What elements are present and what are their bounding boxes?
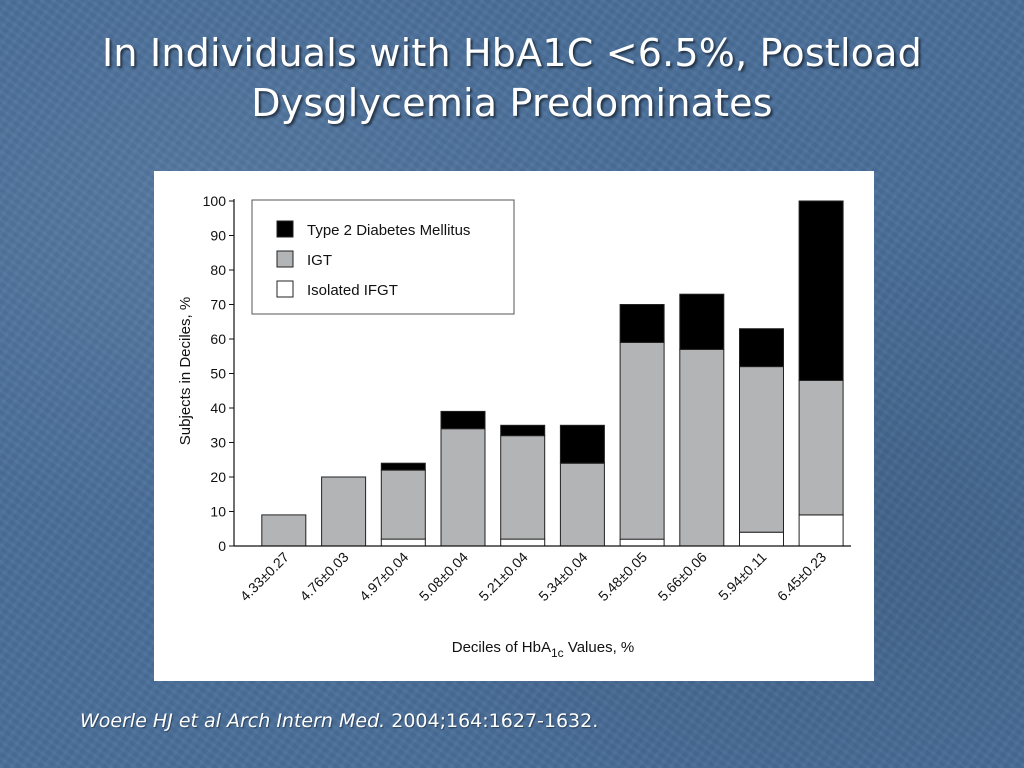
y-tick-label: 70 (210, 297, 226, 313)
legend: Type 2 Diabetes Mellitus IGT Isolated IFGT (251, 199, 515, 315)
x-axis-label: Deciles of HbA1c Values, % (452, 639, 635, 660)
slide-title: In Individuals with HbA1C <6.5%, Postloa… (40, 28, 984, 128)
slide-title-line-2: Dysglycemia Predominates (251, 81, 773, 125)
bar-segment (679, 293, 725, 350)
bar-segment (619, 304, 665, 343)
bar-segment (739, 328, 784, 368)
y-axis-label: Subjects in Deciles, % (177, 297, 194, 445)
legend-swatch (276, 220, 294, 238)
legend-label: Isolated IFGT (307, 282, 398, 299)
x-tick-label: 5.34±0.04 (535, 549, 590, 604)
legend-swatch (276, 250, 294, 268)
x-tick-label: 5.94±0.11 (715, 549, 770, 604)
bar-segment (559, 424, 605, 464)
y-tick-label: 30 (210, 435, 226, 451)
legend-box (251, 199, 515, 315)
citation-details: 2004;164:1627-1632. (385, 710, 599, 732)
bar-segment (798, 379, 844, 516)
bar-segment (619, 538, 665, 547)
bar-segment (500, 424, 546, 437)
legend-label: Type 2 Diabetes Mellitus (307, 222, 470, 239)
bar-segment (261, 514, 307, 547)
y-tick-label: 40 (210, 400, 226, 416)
bar-segment (739, 531, 784, 547)
bar-segment (440, 428, 486, 547)
x-tick-label: 5.08±0.04 (416, 549, 471, 604)
x-axis-label-main: Deciles of HbA (452, 639, 551, 656)
x-axis-label-subscript: 1c (551, 646, 564, 660)
legend-label: IGT (307, 252, 332, 269)
bar-segment (679, 348, 725, 547)
y-tick-label: 80 (210, 262, 226, 278)
y-tick-label: 60 (210, 331, 226, 347)
x-tick-label: 5.66±0.06 (655, 549, 710, 604)
x-tick-label: 6.45±0.23 (774, 549, 829, 604)
bar-segment (440, 410, 486, 430)
x-tick-label: 5.21±0.04 (475, 549, 530, 604)
y-tick-label: 0 (218, 538, 226, 554)
x-tick-label: 5.48±0.05 (595, 549, 650, 604)
bar-segment (559, 462, 605, 547)
bar-segment (739, 366, 784, 533)
y-tick-label: 100 (203, 193, 227, 209)
bar-segment (380, 462, 426, 471)
y-tick-label: 10 (210, 504, 226, 520)
bar-segment (500, 435, 546, 540)
bar-segment (380, 538, 426, 547)
bar-segment (798, 514, 844, 547)
x-tick-label: 4.97±0.04 (356, 549, 411, 604)
y-tick-label: 50 (210, 366, 226, 382)
legend-swatch (276, 280, 294, 298)
slide-title-line-1: In Individuals with HbA1C <6.5%, Postloa… (102, 31, 922, 75)
bar-segment (798, 200, 844, 381)
x-axis-label-tail: Values, % (564, 639, 635, 656)
stacked-bar-chart: 0 10 20 30 40 50 60 70 80 90 100 4.33±0.27 4.76±0.03… (177, 193, 851, 660)
bar-segment (619, 342, 665, 540)
bar-segment (500, 538, 546, 547)
chart-panel: 0 10 20 30 40 50 60 70 80 90 100 4.33±0.27 4.76±0.03… (154, 171, 874, 681)
bar-segment (321, 476, 367, 547)
bar-segment (380, 469, 426, 540)
x-tick-label: 4.76±0.03 (296, 549, 351, 604)
citation-source: Woerle HJ et al Arch Intern Med. (80, 710, 386, 732)
y-tick-label: 90 (210, 228, 226, 244)
x-tick-label: 4.33±0.27 (237, 549, 292, 604)
y-tick-label: 20 (210, 469, 226, 485)
bars-group (261, 200, 844, 547)
citation: Woerle HJ et al Arch Intern Med. 2004;16… (80, 710, 598, 732)
